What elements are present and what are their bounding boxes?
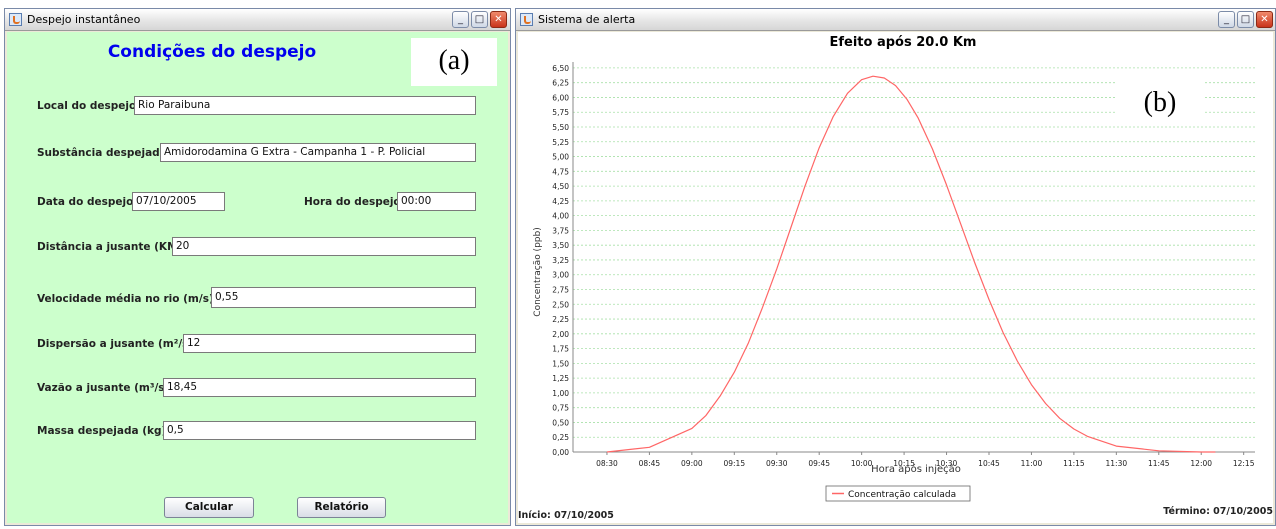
x-axis-label: Hora após injeção: [871, 463, 961, 475]
y-tick-label: 3,50: [552, 241, 569, 250]
close-icon[interactable]: ✕: [1256, 11, 1273, 28]
y-tick-label: 4,50: [552, 182, 569, 191]
form-heading: Condições do despejo: [107, 42, 317, 62]
x-tick-label: 11:30: [1106, 459, 1128, 468]
y-tick-label: 5,00: [552, 153, 569, 162]
y-axis-label: Concentração (ppb): [533, 227, 543, 316]
java-app-icon: [520, 13, 533, 26]
maximize-icon[interactable]: □: [1237, 11, 1254, 28]
x-tick-label: 08:45: [639, 459, 661, 468]
x-tick-label: 10:15: [893, 459, 915, 468]
x-tick-label: 12:00: [1190, 459, 1212, 468]
title-bar[interactable]: Sistema de alerta _ □ ✕: [516, 9, 1275, 31]
x-tick-label: 10:30: [936, 459, 958, 468]
x-tick-label: 09:15: [723, 459, 745, 468]
x-tick-label: 08:30: [596, 459, 618, 468]
massa-field[interactable]: 0,5: [163, 421, 476, 440]
x-tick-label: 12:15: [1233, 459, 1255, 468]
x-tick-label: 11:15: [1063, 459, 1085, 468]
hora-field[interactable]: 00:00: [397, 192, 476, 211]
velocidade-field[interactable]: 0,55: [211, 287, 476, 308]
y-tick-label: 3,00: [552, 271, 569, 280]
legend-label: Concentração calculada: [848, 490, 956, 500]
x-tick-label: 11:45: [1148, 459, 1170, 468]
distancia-label: Distância a jusante (KM): [37, 241, 183, 253]
y-tick-label: 1,00: [552, 389, 569, 398]
y-tick-label: 2,50: [552, 300, 569, 309]
concentration-chart: Efeito após 20.0 Km 0,00 0,25 0,50 0,75 1,00…: [533, 35, 1255, 502]
x-tick-label: 09:45: [808, 459, 830, 468]
chart-title: Efeito após 20.0 Km: [830, 35, 977, 50]
window-title: Sistema de alerta: [538, 13, 636, 26]
data-field[interactable]: 07/10/2005: [132, 192, 225, 211]
title-bar[interactable]: Despejo instantâneo _ □ ✕: [5, 9, 510, 31]
minimize-icon[interactable]: _: [452, 11, 469, 28]
x-tick-label: 10:45: [978, 459, 1000, 468]
relatorio-button[interactable]: Relatório: [297, 497, 386, 518]
y-tick-label: 2,75: [552, 286, 569, 295]
chart-legend: Concentração calculada: [825, 485, 971, 502]
hora-label: Hora do despejo: [304, 196, 401, 208]
local-label: Local do despejo: [37, 100, 137, 112]
status-termino: Término: 07/10/2005: [1163, 506, 1273, 517]
x-tick-label: 09:00: [681, 459, 703, 468]
x-tick-label: 10:00: [851, 459, 873, 468]
vazao-label: Vazão a jusante (m³/s): [37, 382, 170, 394]
chart-grid: [572, 62, 1255, 453]
y-tick-label: 6,25: [552, 79, 569, 88]
y-tick-label: 5,75: [552, 108, 569, 117]
maximize-icon[interactable]: □: [471, 11, 488, 28]
minimize-icon[interactable]: _: [1218, 11, 1235, 28]
status-inicio: Início: 07/10/2005: [518, 510, 614, 521]
y-tick-label: 6,00: [552, 93, 569, 102]
y-tick-label: 6,50: [552, 64, 569, 73]
close-icon[interactable]: ✕: [490, 11, 507, 28]
local-field[interactable]: Rio Paraibuna: [134, 96, 476, 115]
y-tick-label: 2,25: [552, 315, 569, 324]
massa-label: Massa despejada (kg): [37, 425, 167, 437]
substancia-field[interactable]: Amidorodamina G Extra - Campanha 1 - P. …: [160, 143, 476, 162]
distancia-field[interactable]: 20: [172, 237, 476, 256]
legend-box: [825, 485, 971, 502]
window-title: Despejo instantâneo: [27, 13, 141, 26]
vazao-field[interactable]: 18,45: [163, 378, 476, 397]
substancia-label: Substância despejada: [37, 147, 167, 159]
form-panel: Condições do despejo (a) Local do despej…: [7, 32, 508, 523]
y-tick-label: 5,25: [552, 138, 569, 147]
dispersao-field[interactable]: 12: [183, 334, 476, 353]
y-tick-label: 3,25: [552, 256, 569, 265]
y-tick-label: 4,25: [552, 197, 569, 206]
panel-tag-a: (a): [411, 38, 497, 86]
data-label: Data do despejo: [37, 196, 134, 208]
y-tick-label: 4,75: [552, 167, 569, 176]
y-tick-label: 1,75: [552, 345, 569, 354]
y-tick-label: 1,25: [552, 374, 569, 383]
y-tick-label: 5,50: [552, 123, 569, 132]
y-axis-ticks: 0,00 0,25 0,50 0,75 1,00 1,25 1,50 1,75 2,00 2,25…: [552, 64, 569, 457]
y-tick-label: 1,50: [552, 359, 569, 368]
x-tick-label: 09:30: [766, 459, 788, 468]
x-axis-ticks: 08:30 08:45 09:00 09:15 09:30 09:45 10:00 10:15…: [596, 452, 1255, 468]
panel-tag-b: (b): [1115, 82, 1205, 124]
series-line: [606, 75, 1216, 453]
y-tick-label: 0,00: [552, 448, 569, 457]
y-tick-label: 4,00: [552, 212, 569, 221]
dispersao-label: Dispersão a jusante (m²/s): [37, 338, 194, 350]
y-tick-label: 3,75: [552, 226, 569, 235]
y-tick-label: 0,50: [552, 418, 569, 427]
calcular-button[interactable]: Calcular: [164, 497, 254, 518]
window-despejo-instantaneo: Despejo instantâneo _ □ ✕ Condições do d…: [4, 8, 511, 526]
java-app-icon: [9, 13, 22, 26]
chart-panel: Efeito após 20.0 Km 0,00 0,25 0,50 0,75 1,00…: [518, 32, 1273, 523]
y-tick-label: 0,25: [552, 433, 569, 442]
chart-series: [606, 75, 1216, 453]
window-sistema-de-alerta: Sistema de alerta _ □ ✕ Efeito após 20.0…: [515, 8, 1276, 526]
y-tick-label: 2,00: [552, 330, 569, 339]
x-tick-label: 11:00: [1021, 459, 1043, 468]
velocidade-label: Velocidade média no rio (m/s): [37, 293, 214, 305]
y-tick-label: 0,75: [552, 404, 569, 413]
